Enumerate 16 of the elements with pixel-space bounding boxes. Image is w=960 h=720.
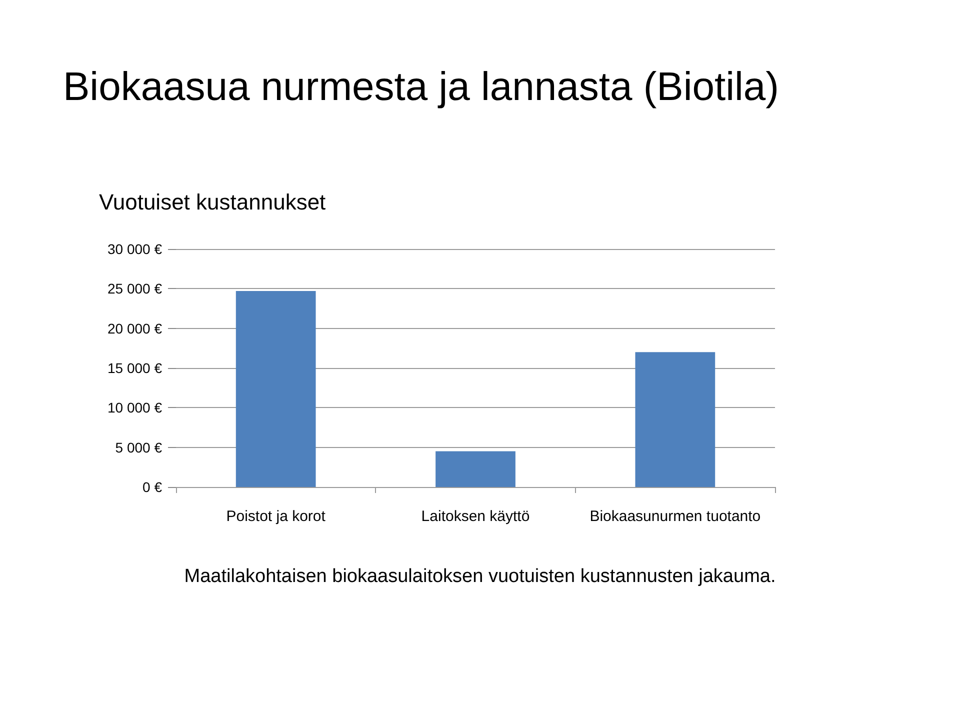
x-tick-label: Laitoksen käyttö: [421, 508, 530, 525]
y-tick-label: 0 €: [142, 479, 162, 495]
y-tick-label: 10 000 €: [108, 400, 162, 416]
y-tick-label: 30 000 €: [108, 241, 162, 257]
y-tick-label: 5 000 €: [115, 439, 162, 456]
text: Maatilakohtaisen biokaasulaitoksen vuotuisten kustannusten jakauma.: [184, 566, 776, 587]
bar: [436, 451, 516, 487]
y-tick-label: 15 000 €: [108, 360, 162, 376]
bar: [635, 352, 716, 487]
bar: [236, 291, 316, 487]
y-tick-label: 25 000 €: [108, 280, 162, 297]
chart-title: Biokaasua nurmesta ja lannasta (Biotila): [63, 65, 779, 109]
y-tick-label: 20 000 €: [108, 320, 162, 336]
x-tick-label: Biokaasunurmen tuotanto: [590, 508, 761, 525]
x-tick-label: Poistot ja korot: [226, 508, 326, 525]
chart-subtitle: Vuotuiset kustannukset: [99, 190, 326, 214]
